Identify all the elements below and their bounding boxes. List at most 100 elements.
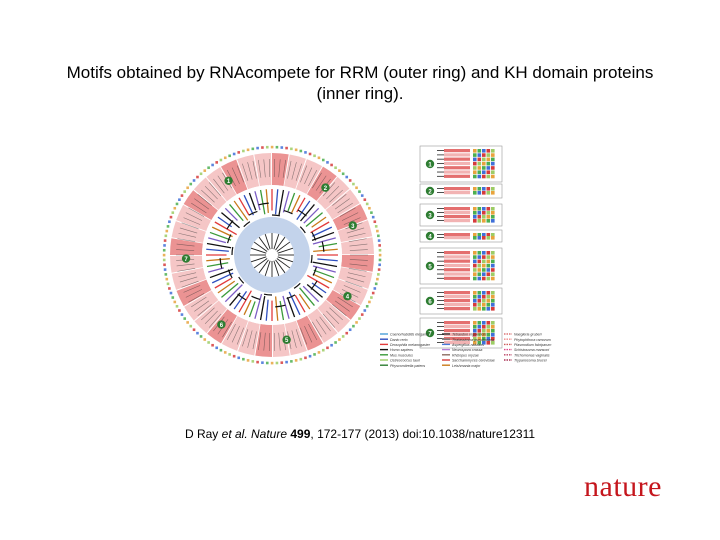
panel-motif bbox=[477, 157, 482, 162]
panel-protein-bar bbox=[444, 268, 470, 272]
tree-arc bbox=[219, 258, 223, 269]
motif-glyph bbox=[171, 296, 175, 299]
panel-motif bbox=[482, 251, 486, 255]
panel-motif bbox=[477, 236, 482, 240]
tree-arc bbox=[226, 220, 234, 230]
tree-branch bbox=[303, 207, 320, 224]
panel-motif bbox=[482, 166, 486, 170]
tree-branch bbox=[311, 216, 327, 228]
panel-motif bbox=[482, 191, 486, 195]
motif-glyph bbox=[168, 220, 171, 224]
motif-glyph bbox=[261, 361, 264, 364]
panel-motif bbox=[486, 153, 491, 157]
panel-protein-bar bbox=[444, 166, 470, 170]
panel-motif bbox=[482, 303, 486, 307]
panel-motif bbox=[477, 219, 482, 223]
panel-motif bbox=[486, 263, 491, 268]
rrm-band bbox=[317, 299, 351, 333]
panel-motif bbox=[477, 337, 482, 341]
rrm-band bbox=[194, 300, 228, 334]
protein-label bbox=[263, 332, 266, 351]
motif-glyph bbox=[378, 244, 381, 247]
tree-branch bbox=[299, 287, 315, 306]
panel-motif bbox=[482, 333, 486, 337]
panel-motif bbox=[477, 272, 482, 277]
rrm-band bbox=[193, 177, 227, 211]
panel-protein-bar bbox=[444, 333, 470, 337]
motif-glyph bbox=[183, 190, 187, 193]
motif-glyph bbox=[348, 328, 352, 332]
protein-label bbox=[208, 313, 222, 328]
motif-glyph bbox=[377, 239, 381, 242]
panel-motif bbox=[477, 333, 482, 337]
panel-protein-bar bbox=[444, 303, 470, 307]
motif-glyph bbox=[304, 356, 307, 360]
panel-protein-bar bbox=[444, 329, 470, 333]
motif-glyph bbox=[358, 190, 361, 193]
protein-label bbox=[188, 293, 205, 303]
legend-species: Caenorhabditis elegans bbox=[390, 333, 428, 337]
protein-label bbox=[201, 307, 215, 321]
panel-motif bbox=[482, 157, 486, 162]
protein-label bbox=[300, 327, 308, 345]
panel-motif bbox=[477, 153, 482, 157]
panel-motif bbox=[477, 161, 482, 166]
panel-motif bbox=[482, 325, 486, 329]
motif-glyph bbox=[368, 300, 371, 304]
rrm-band bbox=[221, 159, 248, 195]
tree-branch bbox=[243, 194, 254, 216]
motif-glyph bbox=[168, 287, 171, 290]
panel-protein-bar bbox=[444, 291, 470, 295]
rrm-band bbox=[171, 221, 206, 243]
motif-glyph bbox=[165, 277, 169, 281]
protein-label bbox=[308, 323, 318, 341]
tree-arc bbox=[251, 295, 261, 301]
motif-glyph bbox=[256, 360, 259, 364]
motif-glyph bbox=[299, 149, 303, 153]
protein-label bbox=[197, 193, 212, 206]
protein-label bbox=[343, 217, 361, 225]
rrm-band bbox=[337, 220, 373, 243]
panel-motif bbox=[473, 299, 477, 303]
panel-motif bbox=[491, 166, 495, 170]
panel-motif bbox=[491, 325, 495, 329]
panel-motif bbox=[482, 263, 486, 268]
panel-motif bbox=[473, 215, 477, 219]
legend-species: Neurospora crassa bbox=[452, 348, 482, 352]
tree-arc bbox=[243, 221, 251, 228]
panel-motif bbox=[477, 325, 482, 329]
tree-branch bbox=[288, 291, 301, 316]
panel-motif bbox=[477, 268, 482, 272]
motif-glyph bbox=[304, 151, 307, 154]
panel-motif bbox=[473, 153, 477, 157]
legend-species: Homo sapiens bbox=[390, 348, 413, 352]
panel-motif bbox=[477, 321, 482, 325]
panel-motif bbox=[473, 291, 477, 295]
motif-glyph bbox=[192, 179, 196, 182]
rrm-band bbox=[176, 279, 212, 306]
panel-motif bbox=[482, 207, 486, 211]
protein-label bbox=[346, 276, 365, 283]
protein-label bbox=[179, 276, 198, 283]
motif-glyph bbox=[334, 166, 337, 170]
protein-label bbox=[278, 332, 281, 351]
panel-protein-bar bbox=[444, 161, 470, 166]
protein-label bbox=[295, 163, 302, 181]
motif-glyph bbox=[371, 215, 375, 219]
motif-glyph bbox=[246, 359, 250, 362]
panel-protein-bar bbox=[444, 219, 470, 223]
motif-glyph bbox=[207, 341, 210, 344]
protein-label bbox=[177, 238, 196, 242]
motif-glyph bbox=[219, 158, 223, 162]
protein-label bbox=[263, 159, 266, 178]
protein-label bbox=[236, 165, 244, 183]
protein-label bbox=[222, 321, 232, 338]
tree-branch bbox=[229, 204, 244, 222]
panel-motif bbox=[491, 291, 495, 295]
legend-species: Trichomonas vaginalis bbox=[514, 353, 550, 357]
panel-motif bbox=[477, 255, 482, 259]
kh-branch bbox=[264, 260, 271, 277]
panel-motif bbox=[482, 211, 486, 215]
panel-motif bbox=[477, 263, 482, 268]
panel-motif bbox=[477, 174, 482, 179]
